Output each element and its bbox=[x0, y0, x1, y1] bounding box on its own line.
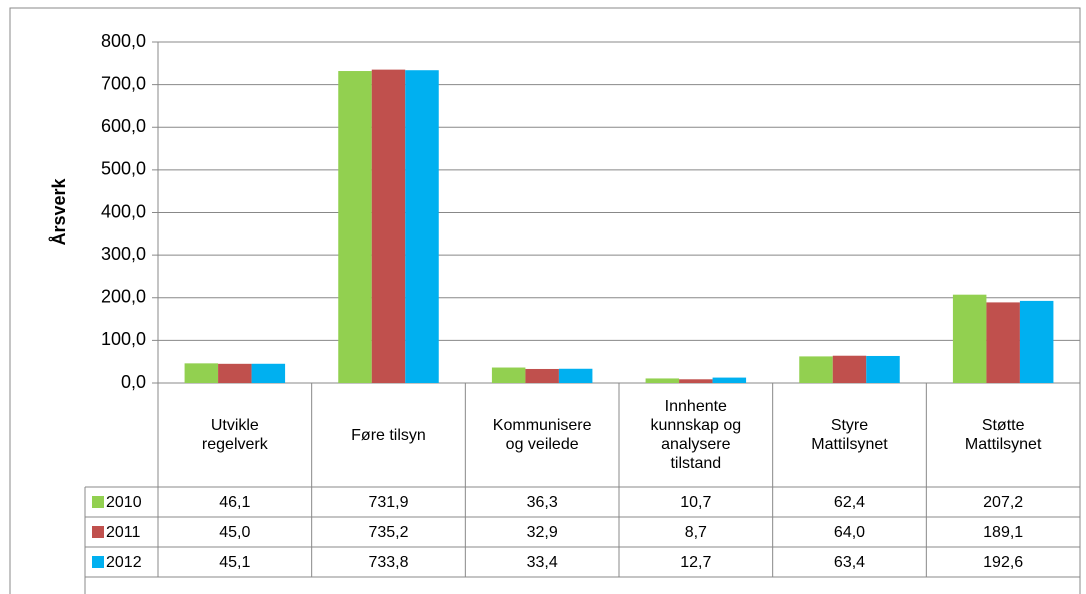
legend-swatch bbox=[92, 526, 104, 538]
bar bbox=[525, 368, 559, 383]
bar bbox=[952, 294, 987, 383]
table-cell: 46,1 bbox=[219, 494, 250, 511]
table-cell: 192,6 bbox=[983, 554, 1023, 571]
bar bbox=[866, 355, 900, 383]
x-tick-label: Styre Mattilsynet bbox=[811, 417, 888, 453]
y-tick-label: 200,0 bbox=[101, 287, 146, 307]
bar bbox=[712, 377, 747, 383]
y-tick-label: 400,0 bbox=[101, 201, 146, 221]
table-cell: 10,7 bbox=[680, 494, 711, 511]
table-cell: 36,3 bbox=[527, 494, 558, 511]
table-cell: 64,0 bbox=[834, 524, 865, 541]
table-cell: 45,0 bbox=[219, 524, 250, 541]
bar bbox=[371, 69, 406, 383]
y-axis-label: Årsverk bbox=[49, 177, 69, 245]
frame bbox=[9, 7, 1081, 594]
table-cell: 207,2 bbox=[983, 494, 1023, 511]
legend-label: 2012 bbox=[106, 554, 142, 571]
bar bbox=[679, 379, 713, 383]
bar bbox=[832, 355, 867, 383]
table-cell: 63,4 bbox=[834, 554, 865, 571]
table-cell: 189,1 bbox=[983, 524, 1023, 541]
x-tick-label: Innhente kunnskap og analysere tilstand bbox=[650, 398, 742, 472]
legend-swatch bbox=[92, 496, 104, 508]
table-cell: 8,7 bbox=[685, 524, 707, 541]
table-cell: 62,4 bbox=[834, 494, 865, 511]
table-cell: 733,8 bbox=[368, 554, 408, 571]
table-cell: 731,9 bbox=[368, 494, 408, 511]
bar bbox=[799, 356, 833, 383]
x-tick-label: Støtte Mattilsynet bbox=[964, 417, 1042, 453]
y-tick-label: 300,0 bbox=[101, 244, 146, 264]
bar bbox=[491, 367, 526, 383]
y-tick-label: 600,0 bbox=[101, 116, 146, 136]
table-cell: 45,1 bbox=[219, 554, 250, 571]
bar bbox=[558, 368, 593, 383]
legend-swatch bbox=[92, 556, 104, 568]
y-tick-label: 700,0 bbox=[101, 73, 146, 93]
bar bbox=[1019, 300, 1054, 383]
bar bbox=[184, 363, 219, 383]
table-cell: 33,4 bbox=[527, 554, 558, 571]
bar bbox=[218, 363, 252, 383]
x-tick-label: Utvikle regelverk bbox=[201, 417, 268, 453]
table-cell: 12,7 bbox=[680, 554, 711, 571]
y-tick-label: 100,0 bbox=[101, 329, 146, 349]
y-tick-label: 0,0 bbox=[121, 372, 146, 392]
bar bbox=[405, 70, 439, 384]
table-cell: 735,2 bbox=[368, 524, 408, 541]
legend-label: 2011 bbox=[106, 524, 141, 541]
x-tick-label: Kommunisere og veilede bbox=[492, 417, 592, 453]
table-cell: 32,9 bbox=[527, 524, 558, 541]
bar bbox=[338, 71, 372, 384]
bar bbox=[645, 378, 680, 383]
y-tick-label: 800,0 bbox=[101, 31, 146, 51]
x-tick-label: Føre tilsyn bbox=[351, 426, 426, 444]
y-tick-label: 500,0 bbox=[101, 159, 146, 179]
bar bbox=[251, 363, 286, 383]
legend-label: 2010 bbox=[106, 494, 142, 511]
bar bbox=[986, 302, 1020, 383]
